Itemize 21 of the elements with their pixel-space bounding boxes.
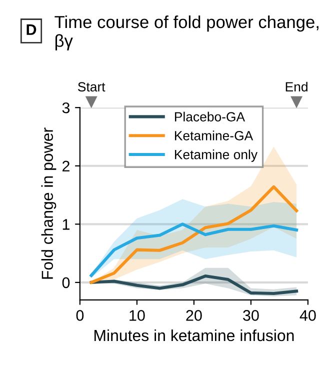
line-series — [90, 274, 298, 296]
legend-label: Ketamine only — [174, 150, 258, 162]
x-tick-label: 30 — [243, 310, 259, 321]
line-series — [90, 185, 298, 284]
y-axis-title: Fold change in power — [41, 128, 56, 279]
line-series — [90, 222, 298, 277]
text: D — [26, 24, 36, 35]
y-tick-label: 0 — [62, 277, 70, 288]
text: Start — [78, 82, 106, 92]
y-tick-label: 3 — [62, 102, 70, 114]
y-tick-label: 1 — [62, 219, 70, 230]
x-tick-label: 10 — [130, 310, 145, 321]
text: End — [286, 82, 308, 92]
y-tick-label: 2 — [62, 160, 70, 172]
x-tick-label: 0 — [76, 310, 84, 321]
x-tick-label: 20 — [186, 310, 202, 321]
legend-label: Placebo-GA — [174, 112, 246, 122]
x-tick-label: 40 — [300, 310, 316, 321]
legend-label: Ketamine-GA — [174, 130, 254, 140]
x-axis-title: Minutes in ketamine infusion — [94, 329, 294, 342]
chart-title: Time course of fold power change, βγ — [54, 15, 318, 50]
